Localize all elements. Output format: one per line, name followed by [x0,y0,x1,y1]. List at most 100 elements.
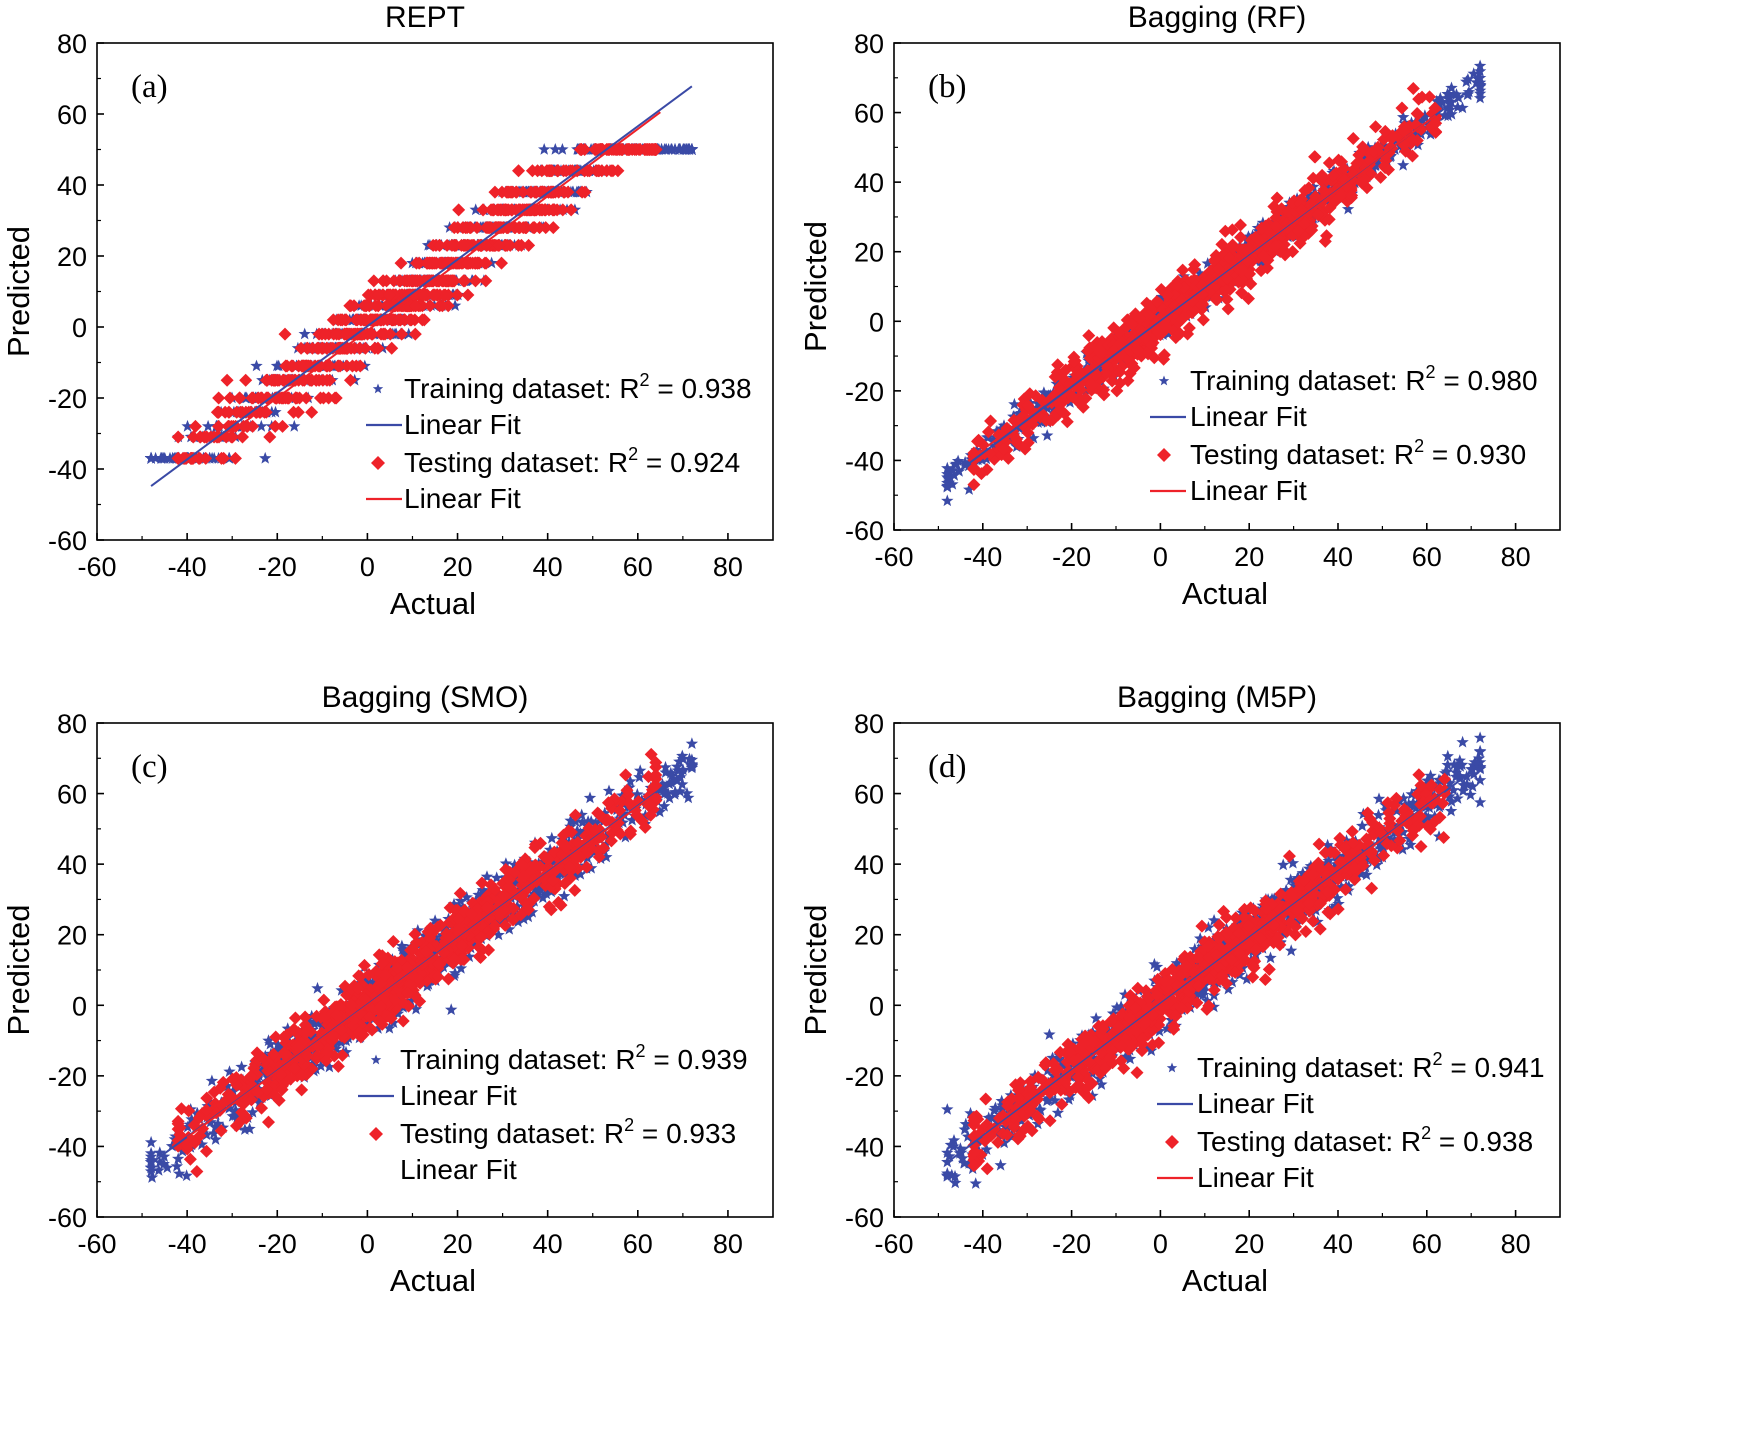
testing-point [385,341,399,355]
training-point [583,791,597,804]
training-point [262,1034,275,1047]
training-point [631,788,644,800]
testing-point [233,391,247,405]
testing-point [1378,124,1392,138]
training-point [683,752,696,765]
training-point [335,983,348,996]
testing-point [236,430,250,444]
scatter-points [941,59,1487,507]
testing-point [396,1014,410,1028]
testing-point [228,451,242,465]
training-point [1193,267,1207,279]
training-point [383,1021,396,1034]
testing-point [640,143,654,156]
y-tick-label: -60 [845,516,884,546]
training-point [664,766,677,779]
legend-label: Linear Fit [404,409,521,440]
testing-point [429,256,443,270]
testing-point [339,327,353,341]
testing-point [412,256,426,270]
training-point [250,359,263,372]
training-point [1442,92,1455,104]
training-point [185,1112,198,1125]
testing-point [564,203,578,217]
testing-point [1125,317,1139,331]
testing-point [1374,170,1388,184]
scatter-points [144,737,699,1183]
training-point [402,327,415,340]
training-point [1047,402,1060,415]
testing-point [433,238,447,252]
training-point [963,483,976,495]
testing-point [298,1010,312,1024]
legend-r2-exponent: 2 [1414,436,1424,456]
training-point [144,1135,158,1148]
testing-point [178,451,192,465]
training-point [144,1161,158,1174]
training-point [1407,127,1421,139]
testing-point [288,1011,302,1025]
y-tick-label: -40 [48,1132,87,1162]
y-tick-label: -60 [48,526,87,556]
testing-point [229,419,243,433]
testing-point [1363,153,1377,167]
training-point [427,947,440,960]
y-tick-label: 0 [72,991,87,1021]
testing-fit-line [231,111,661,433]
testing-point [420,256,434,270]
testing-point [372,288,386,302]
training-point [253,1096,266,1109]
testing-point [500,238,514,252]
training-point [682,791,695,804]
x-axis-label: Actual [390,586,476,621]
training-fit-line [150,85,693,487]
testing-point [1168,299,1182,313]
testing-point [353,341,367,355]
y-tick-label: 80 [57,709,87,739]
training-point [259,451,272,464]
training-point [195,1138,209,1150]
training-point [173,1167,186,1179]
chart-title: Bagging (RF) [1128,1,1306,34]
testing-point [1161,288,1175,302]
testing-point [1369,120,1383,134]
testing-point [276,419,290,433]
testing-point [1308,150,1322,164]
testing-point [1221,302,1235,316]
testing-point [299,391,313,405]
training-point [624,775,637,787]
testing-point [997,442,1011,456]
chart-panel-a: REPT(a)-60 -40 -20 0 20 40 60 80-60-40-20020406… [1,1,774,621]
training-point [149,451,162,464]
training-point [395,939,409,952]
training-point [170,1159,184,1172]
legend-label: Linear Fit [1190,475,1307,506]
training-point [1461,87,1474,100]
y-tick-label: -60 [48,1203,87,1233]
testing-point [984,414,998,428]
training-point [663,791,676,804]
y-axis-label: Predicted [798,221,833,352]
testing-point [371,299,385,313]
training-point [598,806,611,819]
training-point [545,831,558,844]
x-tick-label: 40 [533,552,563,582]
testing-point [380,274,394,288]
training-point [619,830,632,843]
training-point [946,477,959,490]
testing-point [1298,183,1312,197]
training-point [676,749,689,762]
testing-point [1304,197,1318,211]
testing-point [476,203,490,217]
legend-series-name: Testing dataset [404,447,593,478]
training-point [454,962,468,974]
testing-point [335,313,349,327]
testing-point [1326,169,1340,183]
testing-point [546,203,560,217]
training-point [1434,91,1447,104]
training-point [288,419,301,432]
x-tick-label: -60 [874,542,913,572]
training-point [249,1091,263,1104]
testing-point [402,274,416,288]
testing-point [516,185,530,199]
